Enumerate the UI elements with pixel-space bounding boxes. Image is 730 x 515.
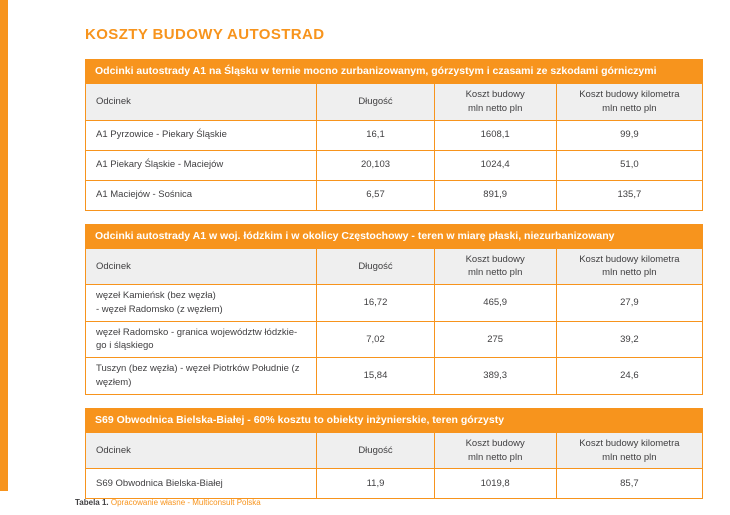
cell-dlugosc: 20,103 (316, 149, 435, 181)
table-row: Tuszyn (bez węzła) - węzeł Piotrków Połu… (84, 357, 704, 395)
cost-table-silesia: Odcinek Długość Koszt budowy mln netto p… (84, 83, 704, 211)
cell-dlugosc: 6,57 (316, 179, 435, 211)
cell-dlugosc: 7,02 (316, 320, 435, 359)
section-header-band: Odcinki autostrady A1 na Śląsku w ternie… (85, 59, 703, 84)
table-caption-label: Tabela 1. (75, 498, 109, 507)
column-header-dlugosc: Długość (316, 247, 435, 286)
cell-odcinek: A1 Pyrzowice - Piekary Śląskie (84, 119, 318, 151)
cost-table-lodzkie: Odcinek Długość Koszt budowy mln netto p… (84, 247, 704, 395)
document-content: KOSZTY BUDOWY AUTOSTRAD Odcinki autostra… (84, 20, 704, 512)
column-header-row: Odcinek Długość Koszt budowy mln netto p… (84, 83, 704, 121)
table-row: węzeł Kamieńsk (bez węzła) - węzeł Radom… (84, 284, 704, 322)
column-header-dlugosc: Długość (316, 83, 435, 121)
column-header-dlugosc: Długość (316, 431, 435, 470)
column-header-odcinek: Odcinek (84, 247, 318, 286)
cell-koszt: 1024,4 (433, 149, 557, 181)
cell-koszt-km: 39,2 (555, 320, 704, 359)
cell-koszt: 465,9 (433, 284, 557, 322)
table-row: A1 Maciejów - Sośnica 6,57 891,9 135,7 (84, 179, 704, 211)
table-row: S69 Obwodnica Bielska-Białej 11,9 1019,8… (84, 468, 704, 500)
cell-koszt-km: 51,0 (555, 149, 704, 181)
cell-dlugosc: 11,9 (316, 468, 435, 500)
cell-odcinek: węzeł Radomsko - granica województw łódz… (84, 320, 318, 359)
table-row: A1 Piekary Śląskie - Maciejów 20,103 102… (84, 149, 704, 181)
cell-koszt-km: 85,7 (555, 468, 704, 500)
section-header-band: S69 Obwodnica Bielska-Białej - 60% koszt… (85, 407, 703, 432)
section-s69: S69 Obwodnica Bielska-Białej - 60% koszt… (84, 407, 704, 500)
left-accent-bar (0, 0, 8, 491)
table-caption: Tabela 1. Opracowanie własne - Multicons… (75, 498, 261, 507)
page-title: KOSZTY BUDOWY AUTOSTRAD (85, 26, 325, 43)
table-row: węzeł Radomsko - granica województw łódz… (84, 320, 704, 359)
section-silesia: Odcinki autostrady A1 na Śląsku w ternie… (84, 59, 704, 211)
column-header-odcinek: Odcinek (84, 83, 318, 121)
cell-odcinek: węzeł Kamieńsk (bez węzła) - węzeł Radom… (84, 284, 318, 322)
cost-table-s69: Odcinek Długość Koszt budowy mln netto p… (84, 431, 704, 500)
table-caption-source: Opracowanie własne - Multiconsult Polska (108, 498, 261, 507)
column-header-koszt: Koszt budowy mln netto pln (433, 431, 557, 470)
cell-koszt: 389,3 (433, 357, 557, 395)
cell-odcinek: S69 Obwodnica Bielska-Białej (84, 468, 318, 500)
column-header-koszt: Koszt budowy mln netto pln (433, 247, 557, 286)
table-row: A1 Pyrzowice - Piekary Śląskie 16,1 1608… (84, 119, 704, 151)
cell-koszt: 1019,8 (433, 468, 557, 500)
cell-dlugosc: 15,84 (316, 357, 435, 395)
column-header-row: Odcinek Długość Koszt budowy mln netto p… (84, 431, 704, 470)
cell-koszt-km: 24,6 (555, 357, 704, 395)
column-header-koszt-km: Koszt budowy kilometra mln netto pln (555, 83, 704, 121)
cell-dlugosc: 16,72 (316, 284, 435, 322)
column-header-odcinek: Odcinek (84, 431, 318, 470)
cell-koszt: 1608,1 (433, 119, 557, 151)
section-header-band: Odcinki autostrady A1 w woj. łódzkim i w… (85, 223, 703, 248)
column-header-koszt-km: Koszt budowy kilometra mln netto pln (555, 247, 704, 286)
cell-dlugosc: 16,1 (316, 119, 435, 151)
cell-koszt: 891,9 (433, 179, 557, 211)
column-header-koszt-km: Koszt budowy kilometra mln netto pln (555, 431, 704, 470)
column-header-koszt: Koszt budowy mln netto pln (433, 83, 557, 121)
cell-koszt-km: 135,7 (555, 179, 704, 211)
cell-koszt-km: 99,9 (555, 119, 704, 151)
cell-odcinek: A1 Maciejów - Sośnica (84, 179, 318, 211)
cell-koszt: 275 (433, 320, 557, 359)
section-lodzkie: Odcinki autostrady A1 w woj. łódzkim i w… (84, 223, 704, 395)
cell-odcinek: A1 Piekary Śląskie - Maciejów (84, 149, 318, 181)
cell-koszt-km: 27,9 (555, 284, 704, 322)
cell-odcinek: Tuszyn (bez węzła) - węzeł Piotrków Połu… (84, 357, 318, 395)
column-header-row: Odcinek Długość Koszt budowy mln netto p… (84, 247, 704, 286)
